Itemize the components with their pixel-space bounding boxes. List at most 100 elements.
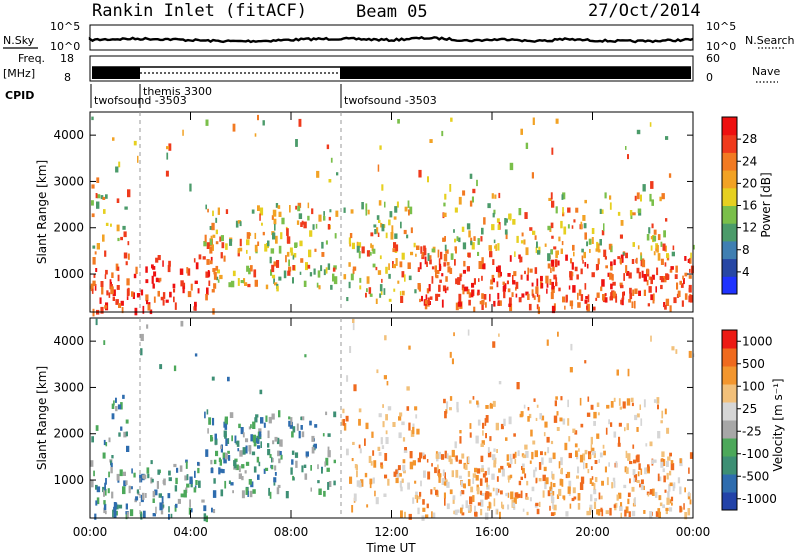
echo-cell <box>658 495 661 501</box>
echo-cell <box>437 469 441 476</box>
echo-cell <box>228 480 231 484</box>
echo-cell <box>198 254 202 260</box>
echo-cell <box>480 236 483 242</box>
echo-cell <box>610 245 613 253</box>
echo-cell <box>126 288 130 297</box>
echo-cell <box>481 299 485 305</box>
echo-cell <box>159 277 162 282</box>
echo-cell <box>648 227 651 234</box>
echo-cell <box>626 271 630 276</box>
echo-cell <box>519 256 523 263</box>
echo-cell <box>672 245 675 251</box>
echo-cell <box>287 270 291 276</box>
echo-cell <box>550 440 554 445</box>
echo-cell <box>314 424 318 428</box>
echo-cell <box>680 283 684 288</box>
echo-cell <box>353 384 357 392</box>
echo-cell <box>155 257 159 263</box>
echo-cell <box>606 404 610 409</box>
echo-cell <box>560 220 563 229</box>
echo-cell <box>595 297 598 301</box>
echo-cell <box>496 218 500 223</box>
echo-cell <box>451 449 455 458</box>
echo-cell <box>359 480 362 485</box>
echo-cell <box>660 284 663 290</box>
echo-cell <box>541 457 544 465</box>
echo-cell <box>634 414 638 421</box>
echo-cell <box>193 258 196 263</box>
echo-cell <box>437 464 439 471</box>
echo-cell <box>515 281 519 289</box>
echo-cell <box>446 481 450 488</box>
echo-cell <box>598 492 601 500</box>
echo-cell <box>619 406 622 410</box>
echo-cell <box>380 465 384 469</box>
echo-cell <box>597 243 600 252</box>
echo-cell <box>495 244 497 251</box>
echo-cell <box>300 222 303 227</box>
echo-cell <box>416 245 420 250</box>
echo-cell <box>371 244 374 251</box>
echo-cell <box>408 513 412 520</box>
echo-cell <box>669 452 672 457</box>
echo-cell <box>242 432 245 438</box>
echo-cell <box>480 468 485 473</box>
echo-cell <box>125 431 128 437</box>
echo-cell <box>675 265 678 273</box>
echo-cell <box>451 358 454 365</box>
echo-cell <box>297 205 301 212</box>
echo-cell <box>104 274 107 279</box>
echo-cell <box>268 487 270 496</box>
echo-cell <box>684 512 688 520</box>
echo-cell <box>668 173 672 178</box>
echo-cell <box>95 484 98 490</box>
echo-cell <box>629 292 633 300</box>
echo-cell <box>444 411 447 419</box>
echo-cell <box>643 399 646 408</box>
echo-cell <box>547 253 551 262</box>
echo-cell <box>561 241 564 246</box>
echo-cell <box>534 267 538 274</box>
echo-cell <box>523 404 526 409</box>
echo-cell <box>521 232 524 237</box>
echo-cell <box>664 245 667 252</box>
colorbar-tick-label: 500 <box>742 357 765 371</box>
echo-cell <box>550 192 553 200</box>
echo-cell <box>94 251 97 255</box>
echo-cell <box>364 438 366 446</box>
echo-cell <box>91 480 94 488</box>
echo-cell <box>472 495 475 502</box>
echo-cell <box>395 477 399 484</box>
echo-cell <box>492 341 496 348</box>
echo-cell <box>684 487 686 493</box>
echo-cell <box>489 436 492 442</box>
echo-cell <box>515 293 518 298</box>
echo-cell <box>221 242 225 249</box>
echo-cell <box>240 427 244 435</box>
echo-cell <box>622 401 626 409</box>
xtick-label: 16:00 <box>475 525 510 539</box>
echo-cell <box>274 224 276 231</box>
echo-cell <box>417 283 421 289</box>
echo-cell <box>388 298 392 302</box>
echo-cell <box>211 507 213 513</box>
echo-cell <box>558 236 561 242</box>
echo-cell <box>484 477 488 483</box>
echo-cell <box>213 478 216 484</box>
echo-cell <box>472 478 475 484</box>
echo-cell <box>412 497 415 504</box>
echo-cell <box>156 481 159 489</box>
echo-cell <box>145 266 148 273</box>
echo-cell <box>131 291 134 297</box>
echo-cell <box>657 431 661 439</box>
echo-cell <box>239 450 243 457</box>
echo-cell <box>610 283 613 290</box>
echo-cell <box>650 335 652 342</box>
echo-cell <box>382 421 385 428</box>
echo-cell <box>479 300 483 305</box>
echo-cell <box>352 318 355 323</box>
echo-cell <box>622 291 625 300</box>
echo-cell <box>632 212 636 216</box>
echo-cell <box>492 259 495 265</box>
echo-cell <box>497 269 501 278</box>
